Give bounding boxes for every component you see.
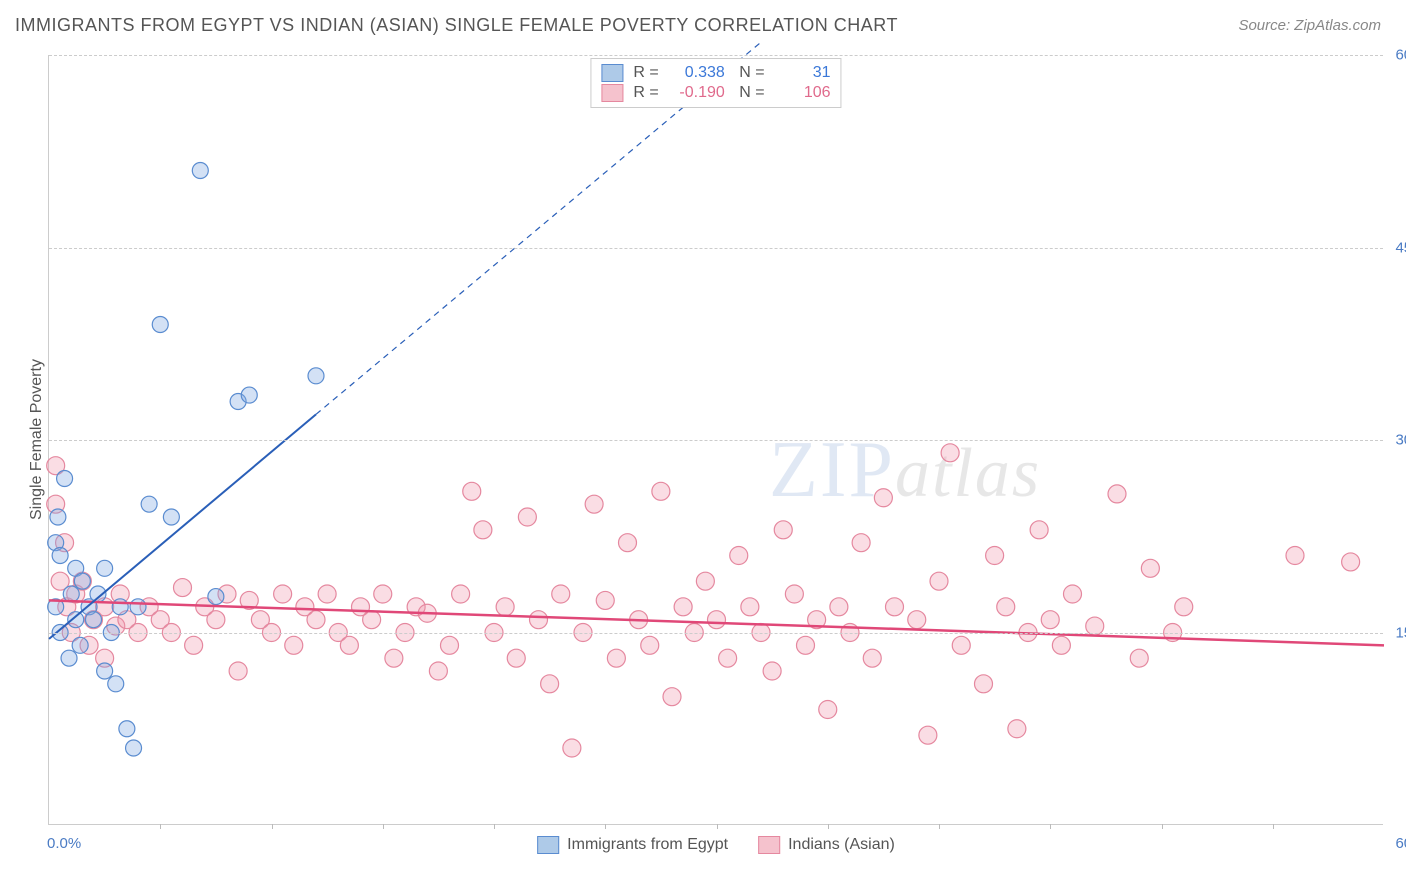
corr-label-r: R = xyxy=(633,64,658,82)
legend-entry-egypt: Immigrants from Egypt xyxy=(537,836,728,854)
swatch-blue xyxy=(601,64,623,82)
y-axis-label: Single Female Poverty xyxy=(28,359,46,520)
corr-label-n2: N = xyxy=(735,84,765,102)
corr-blue-r: 0.338 xyxy=(665,64,725,82)
legend-swatch-blue xyxy=(537,836,559,854)
chart-frame: ZIPatlas R = 0.338 N = 31 R = -0.190 N =… xyxy=(48,55,1383,825)
corr-label-r2: R = xyxy=(633,84,658,102)
chart-source: Source: ZipAtlas.com xyxy=(1238,17,1381,34)
correlation-row-pink: R = -0.190 N = 106 xyxy=(601,83,830,103)
correlation-legend-box: R = 0.338 N = 31 R = -0.190 N = 106 xyxy=(590,58,841,108)
corr-pink-n: 106 xyxy=(771,84,831,102)
correlation-row-blue: R = 0.338 N = 31 xyxy=(601,63,830,83)
swatch-pink xyxy=(601,84,623,102)
y-tick-label: 45.0% xyxy=(1395,239,1406,256)
legend-swatch-pink xyxy=(758,836,780,854)
y-tick-label: 60.0% xyxy=(1395,47,1406,64)
corr-blue-n: 31 xyxy=(771,64,831,82)
chart-title: IMMIGRANTS FROM EGYPT VS INDIAN (ASIAN) … xyxy=(15,15,898,36)
corr-pink-r: -0.190 xyxy=(665,84,725,102)
x-axis-min-label: 0.0% xyxy=(47,835,81,852)
y-tick-label: 30.0% xyxy=(1395,432,1406,449)
x-axis-max-label: 60.0% xyxy=(1395,835,1406,852)
y-tick-label: 15.0% xyxy=(1395,624,1406,641)
legend-entry-indian: Indians (Asian) xyxy=(758,836,895,854)
legend-label-indian: Indians (Asian) xyxy=(788,836,895,854)
bottom-legend: Immigrants from Egypt Indians (Asian) xyxy=(537,836,895,854)
legend-label-egypt: Immigrants from Egypt xyxy=(567,836,728,854)
corr-label-n: N = xyxy=(735,64,765,82)
